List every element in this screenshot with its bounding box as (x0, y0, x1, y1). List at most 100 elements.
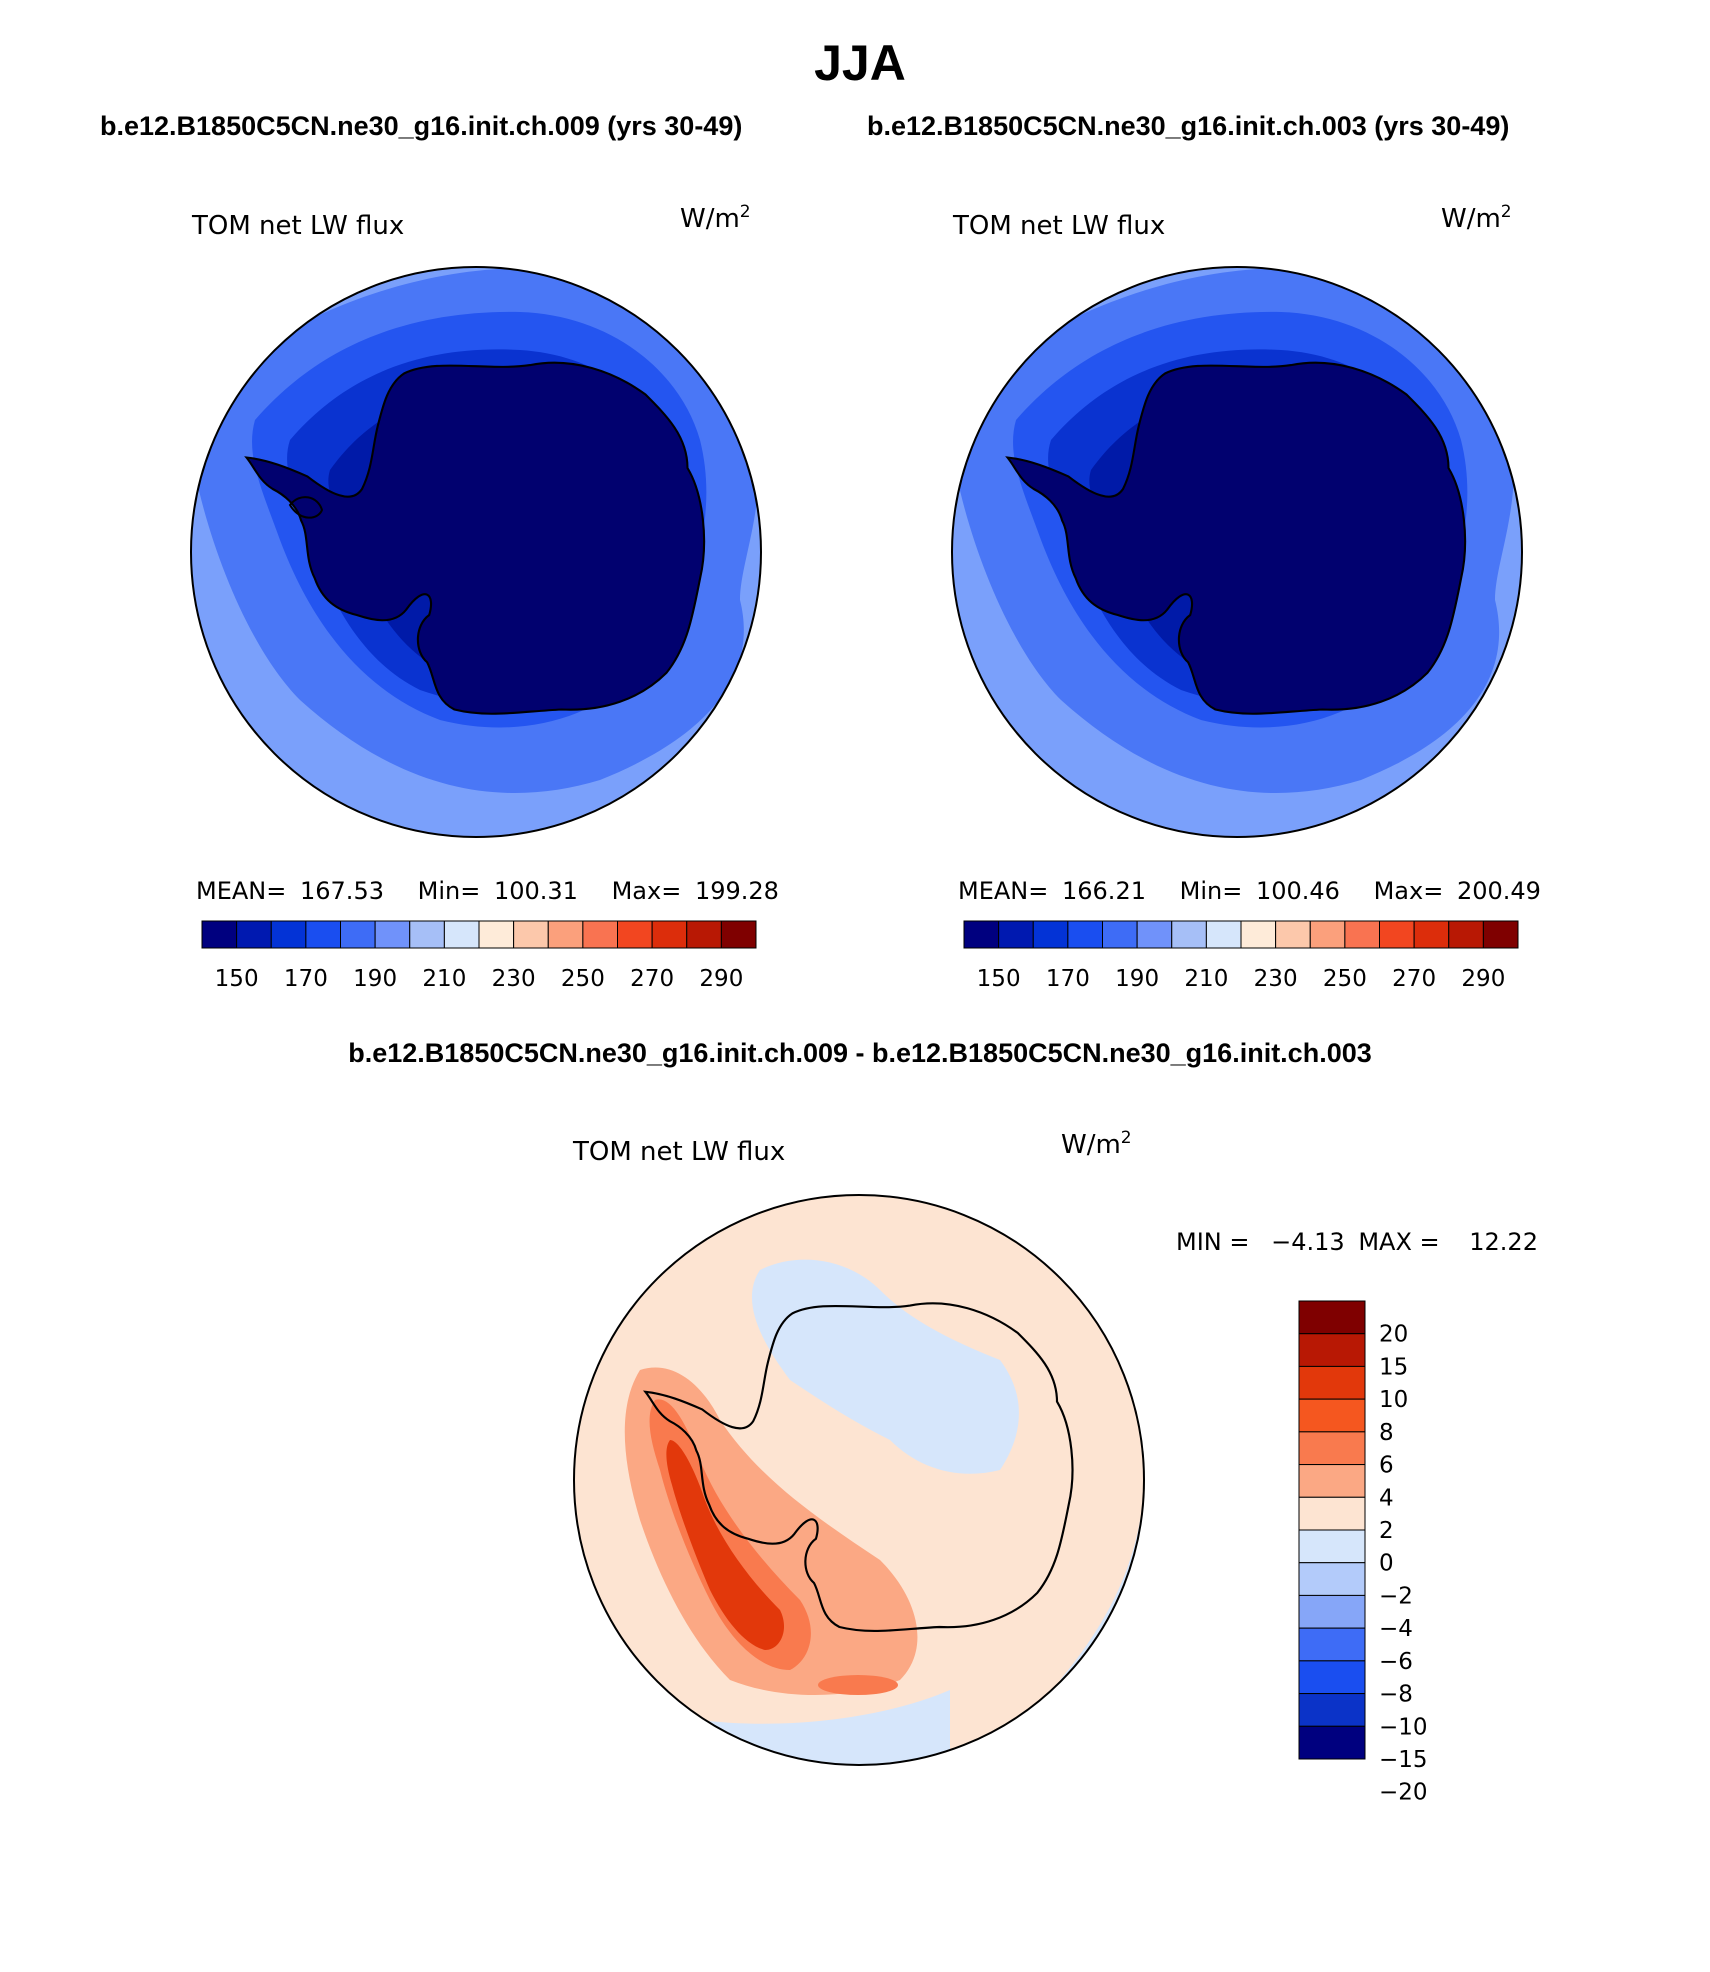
diff-colorbar-box (1298, 1594, 1366, 1629)
diff-colorbar-tick-label: −20 (1379, 1780, 1428, 1806)
left-units: W/m2 (680, 202, 751, 234)
right-colorbar-box (998, 920, 1034, 949)
right-colorbar: 150 170 190 210 230 250 270 290 (963, 920, 1519, 992)
figure-title: JJA (814, 35, 906, 91)
right-colorbar-box (1032, 920, 1069, 949)
left-min-label: Min= (418, 877, 481, 905)
left-polar-map (191, 267, 761, 837)
diff-colorbar-tick-label: 0 (1379, 1551, 1394, 1577)
right-colorbar-box (1240, 920, 1277, 949)
diff-colorbar-tick-label: −8 (1379, 1682, 1413, 1708)
right-panel-title: b.e12.B1850C5CN.ne30_g16.init.ch.003 (yr… (867, 111, 1509, 141)
right-units-exponent: 2 (1501, 202, 1512, 222)
diff-colorbar-tick-label: −15 (1379, 1747, 1428, 1773)
right-colorbar-tick-label: 190 (1115, 966, 1159, 992)
right-panel: TOM net LW flux W/m2 MEAN= 166.21 Min= 1… (951, 202, 1541, 992)
right-colorbar-tick-label: 150 (977, 966, 1021, 992)
right-units-base: W/m (1441, 204, 1501, 234)
left-colorbar-box (270, 920, 307, 949)
diff-colorbar-box (1298, 1300, 1366, 1335)
left-colorbar-box (236, 920, 272, 949)
right-stats: MEAN= 166.21 Min= 100.46 Max= 200.49 (958, 877, 1541, 905)
diff-colorbar-box (1298, 1431, 1366, 1466)
left-colorbar-tick-label: 210 (422, 966, 466, 992)
diff-colorbar-box (1298, 1464, 1366, 1498)
left-colorbar-box (651, 920, 688, 949)
right-colorbar-box (1171, 920, 1207, 949)
left-colorbar-tick-label: 170 (284, 966, 328, 992)
right-min-label: Min= (1180, 877, 1243, 905)
diff-max-value: 12.22 (1469, 1228, 1538, 1256)
left-colorbar-box (305, 920, 341, 949)
diff-colorbar-box (1298, 1725, 1366, 1760)
right-colorbar-box (1344, 920, 1380, 949)
diff-colorbar-box (1298, 1529, 1366, 1564)
diff-minmax: MIN = −4.13 MAX = 12.22 (1176, 1228, 1538, 1256)
diff-colorbar-box (1298, 1496, 1366, 1531)
diff-variable-label: TOM net LW flux (572, 1137, 785, 1167)
left-mean-value: 167.53 (300, 877, 384, 905)
right-mean-label: MEAN= (958, 877, 1048, 905)
right-colorbar-box (1205, 920, 1242, 949)
diff-colorbar-tick-label: −2 (1379, 1583, 1413, 1609)
left-min-value: 100.31 (494, 877, 578, 905)
diff-colorbar-box (1298, 1333, 1366, 1367)
diff-colorbar-box (1298, 1660, 1366, 1695)
left-units-base: W/m (680, 204, 740, 234)
left-max-label: Max= (612, 877, 682, 905)
right-max-value: 200.49 (1457, 877, 1541, 905)
left-variable-label: TOM net LW flux (191, 211, 404, 241)
right-colorbar-tick-label: 270 (1392, 966, 1436, 992)
right-colorbar-box (963, 920, 1000, 949)
right-colorbar-box (1482, 920, 1519, 949)
diff-colorbar-box (1298, 1693, 1366, 1727)
right-colorbar-box (1067, 920, 1103, 949)
diff-colorbar-tick-label: 2 (1379, 1518, 1394, 1544)
left-colorbar-tick-label: 270 (630, 966, 674, 992)
left-panel-title: b.e12.B1850C5CN.ne30_g16.init.ch.009 (yr… (100, 111, 742, 141)
diff-colorbar-tick-label: 10 (1379, 1387, 1408, 1413)
right-colorbar-tick-label: 290 (1461, 966, 1505, 992)
diff-panel: TOM net LW flux W/m2 MIN = −4.13 MAX = 1… (572, 1128, 1538, 1806)
right-polar-map (952, 267, 1522, 837)
diff-colorbar-box (1298, 1398, 1366, 1433)
diff-units-exponent: 2 (1121, 1128, 1132, 1148)
left-colorbar-tick-label: 230 (492, 966, 536, 992)
diff-units-base: W/m (1061, 1130, 1121, 1160)
diff-colorbar-tick-label: −10 (1379, 1714, 1428, 1740)
right-units: W/m2 (1441, 202, 1512, 234)
right-colorbar-box (1309, 920, 1346, 949)
right-colorbar-box (1275, 920, 1311, 949)
left-colorbar-box (617, 920, 653, 949)
diff-min-value: −4.13 (1271, 1228, 1345, 1256)
left-colorbar-box (443, 920, 480, 949)
right-colorbar-box (1413, 920, 1450, 949)
left-colorbar-box (201, 920, 238, 949)
right-mean-value: 166.21 (1062, 877, 1146, 905)
right-min-value: 100.46 (1256, 877, 1340, 905)
right-colorbar-tick-label: 230 (1254, 966, 1298, 992)
diff-colorbar-tick-label: 6 (1379, 1453, 1394, 1479)
left-units-exponent: 2 (740, 202, 751, 222)
left-colorbar-box (720, 920, 757, 949)
diff-colorbar-tick-label: 8 (1379, 1420, 1394, 1446)
left-colorbar-box (547, 920, 584, 949)
diff-colorbar-tick-label: −6 (1379, 1649, 1413, 1675)
diff-colorbar-tick-label: 4 (1379, 1485, 1394, 1511)
left-colorbar: 150 170 190 210 230 250 270 290 (201, 920, 757, 992)
left-stats: MEAN= 167.53 Min= 100.31 Max= 199.28 (196, 877, 779, 905)
right-colorbar-box (1102, 920, 1138, 949)
left-colorbar-box (513, 920, 549, 949)
right-max-label: Max= (1374, 877, 1444, 905)
left-colorbar-tick-label: 190 (353, 966, 397, 992)
left-mean-label: MEAN= (196, 877, 286, 905)
left-panel: TOM net LW flux W/m2 MEAN= 167.53 Min= 1… (190, 202, 779, 992)
left-colorbar-box (582, 920, 618, 949)
diff-max-label: MAX = (1358, 1228, 1439, 1256)
right-variable-label: TOM net LW flux (952, 211, 1165, 241)
diff-panel-title: b.e12.B1850C5CN.ne30_g16.init.ch.009 - b… (348, 1038, 1372, 1068)
diff-units: W/m2 (1061, 1128, 1132, 1160)
diff-colorbar-box (1298, 1365, 1366, 1400)
